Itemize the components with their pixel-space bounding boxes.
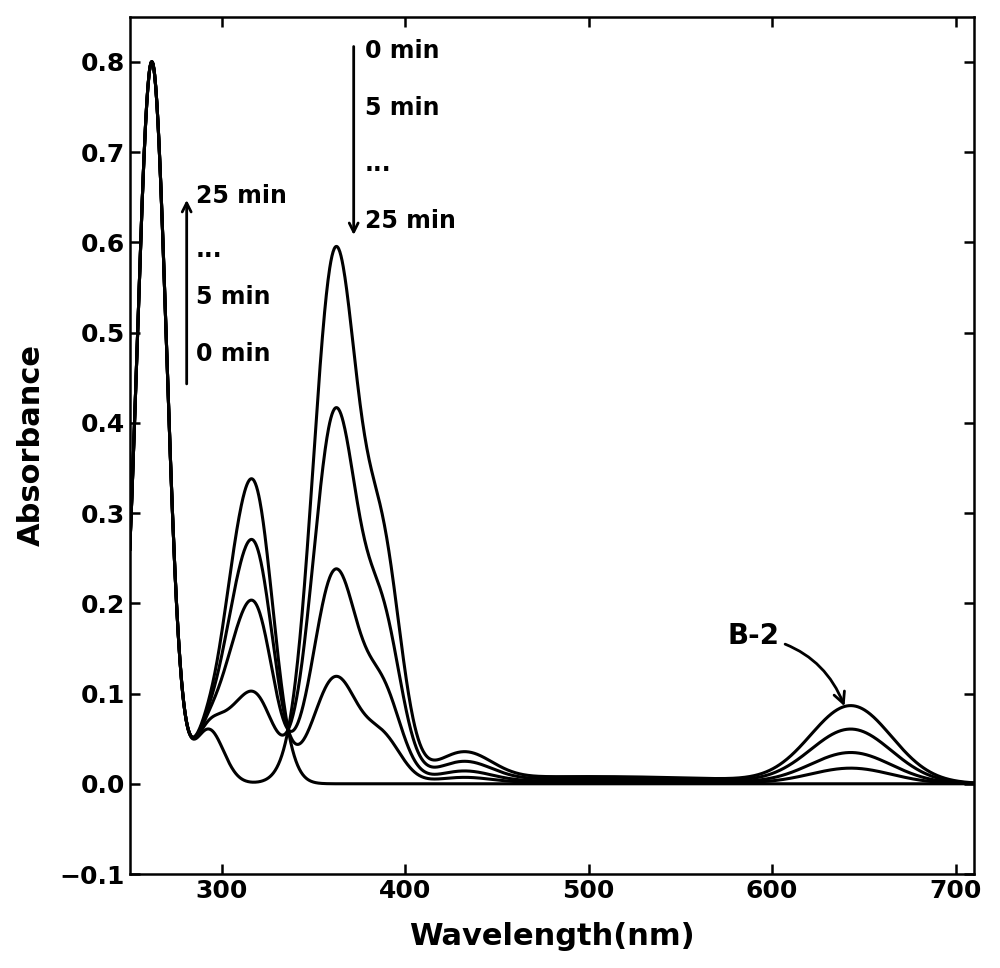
Text: 25 min: 25 min [196, 184, 287, 207]
Text: 5 min: 5 min [365, 96, 439, 120]
Text: 0 min: 0 min [365, 40, 439, 63]
Y-axis label: Absorbance: Absorbance [17, 345, 46, 546]
Text: 5 min: 5 min [196, 285, 270, 309]
Text: ...: ... [196, 238, 222, 261]
Text: 0 min: 0 min [196, 342, 270, 366]
Text: ...: ... [365, 152, 391, 176]
Text: 25 min: 25 min [365, 209, 456, 233]
Text: B-2: B-2 [728, 622, 844, 704]
X-axis label: Wavelength(nm): Wavelength(nm) [409, 923, 695, 952]
